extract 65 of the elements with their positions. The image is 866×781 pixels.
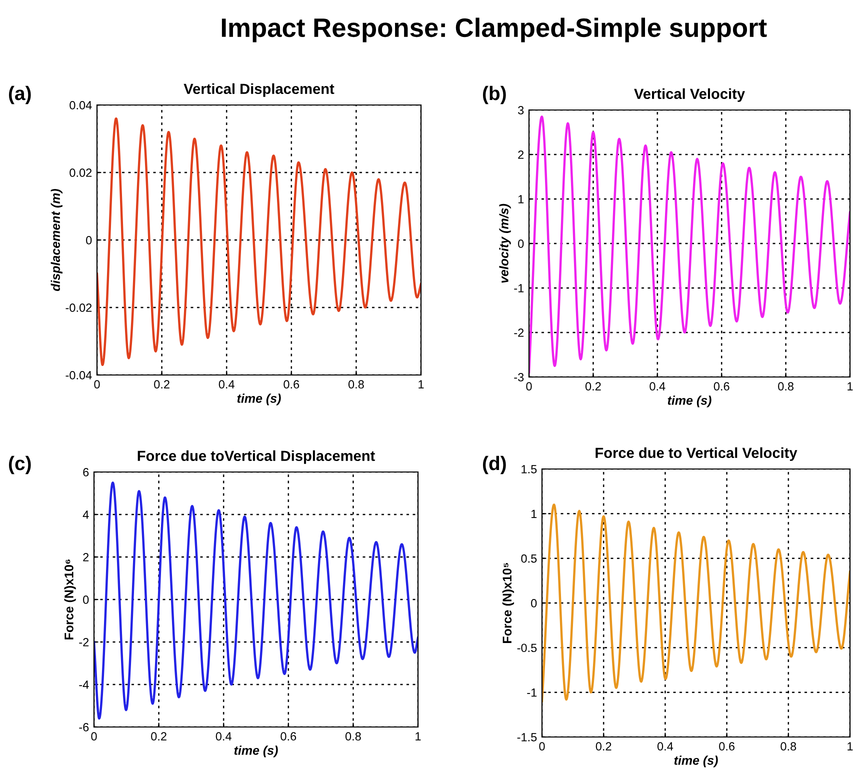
x-tick-label: 0.2 <box>596 742 612 751</box>
y-tick-label: -1 <box>514 284 524 292</box>
x-tick-label: 0 <box>539 742 545 751</box>
x-tick-label: 0.8 <box>348 380 364 389</box>
text: (b) <box>482 86 506 104</box>
y-tick-label: -0.02 <box>66 304 92 312</box>
y-tick-label: 6 <box>83 468 89 476</box>
x-tick-label: 0.4 <box>218 380 234 389</box>
y-tick-label: 1 <box>531 510 537 518</box>
x-tick-label: 0.8 <box>778 382 794 391</box>
y-tick-label: 0.5 <box>521 554 537 563</box>
x-tick-label: 0.4 <box>216 732 232 741</box>
x-tick-label: 0.8 <box>345 732 361 741</box>
x-tick-label: 1 <box>416 732 421 740</box>
y-axis-title: displacement (m) <box>50 188 62 292</box>
y-tick-label: 0 <box>518 240 524 248</box>
x-tick-label: 1 <box>848 742 853 750</box>
y-tick-label: -0.5 <box>517 644 537 652</box>
y-tick-label: 0.04 <box>70 101 92 110</box>
x-tick-label: 0.2 <box>585 382 601 391</box>
y-tick-label: 4 <box>82 510 89 519</box>
y-tick-label: 0 <box>83 596 89 604</box>
y-tick-label: -0.04 <box>66 371 92 380</box>
chart-title: Force due toVertical Displacement <box>138 450 375 464</box>
y-tick-label: 2 <box>83 553 89 562</box>
y-axis-title: velocity (m/s) <box>499 204 511 283</box>
text: Impact Response: Clamped-Simple support <box>222 18 767 42</box>
x-tick-label: 0 <box>94 380 100 389</box>
y-tick-label: -3 <box>514 373 524 382</box>
y-tick-label: -1 <box>527 688 537 697</box>
text: (c) <box>8 456 31 474</box>
y-axis-title: Force (N)x10⁵ <box>502 562 514 643</box>
x-tick-label: 0.2 <box>154 380 170 389</box>
y-tick-label: -2 <box>514 328 524 337</box>
y-tick-label: 0 <box>86 236 92 244</box>
x-tick-label: 0.6 <box>284 380 300 389</box>
x-tick-label: 1 <box>848 382 853 390</box>
x-tick-label: 0.6 <box>280 732 296 741</box>
y-axis-title: Force (N)x10⁶ <box>64 560 76 640</box>
x-tick-label: 0.6 <box>719 742 734 751</box>
text: (d) <box>482 456 506 474</box>
chart-title: Force due to Vertical Velocity <box>596 447 798 461</box>
y-tick-label: -2 <box>79 638 89 646</box>
x-axis-title: time (s) <box>234 746 278 758</box>
y-tick-label: -6 <box>79 723 89 732</box>
y-tick-label: 0.02 <box>70 168 92 177</box>
x-axis-title: time (s) <box>674 756 718 768</box>
y-tick-label: 1 <box>518 195 524 204</box>
y-tick-label: -1.5 <box>517 733 537 742</box>
x-axis-title: time (s) <box>237 394 281 406</box>
x-tick-label: 0.8 <box>780 742 796 751</box>
x-tick-label: 0.4 <box>650 382 666 391</box>
chart-title: Vertical Displacement <box>184 83 334 97</box>
x-tick-label: 1 <box>418 380 424 388</box>
y-tick-label: 2 <box>518 150 524 159</box>
y-tick-label: 3 <box>518 106 524 114</box>
y-tick-label: 0 <box>531 599 537 608</box>
x-tick-label: 0.6 <box>714 382 730 391</box>
y-tick-label: 1.5 <box>522 465 537 474</box>
x-tick-label: 0.4 <box>657 742 674 751</box>
y-tick-label: -4 <box>79 680 89 689</box>
x-tick-label: 0.2 <box>151 732 166 741</box>
x-axis-title: time (s) <box>668 396 712 408</box>
text: (a) <box>8 86 31 104</box>
chart-title: Vertical Velocity <box>634 88 745 102</box>
